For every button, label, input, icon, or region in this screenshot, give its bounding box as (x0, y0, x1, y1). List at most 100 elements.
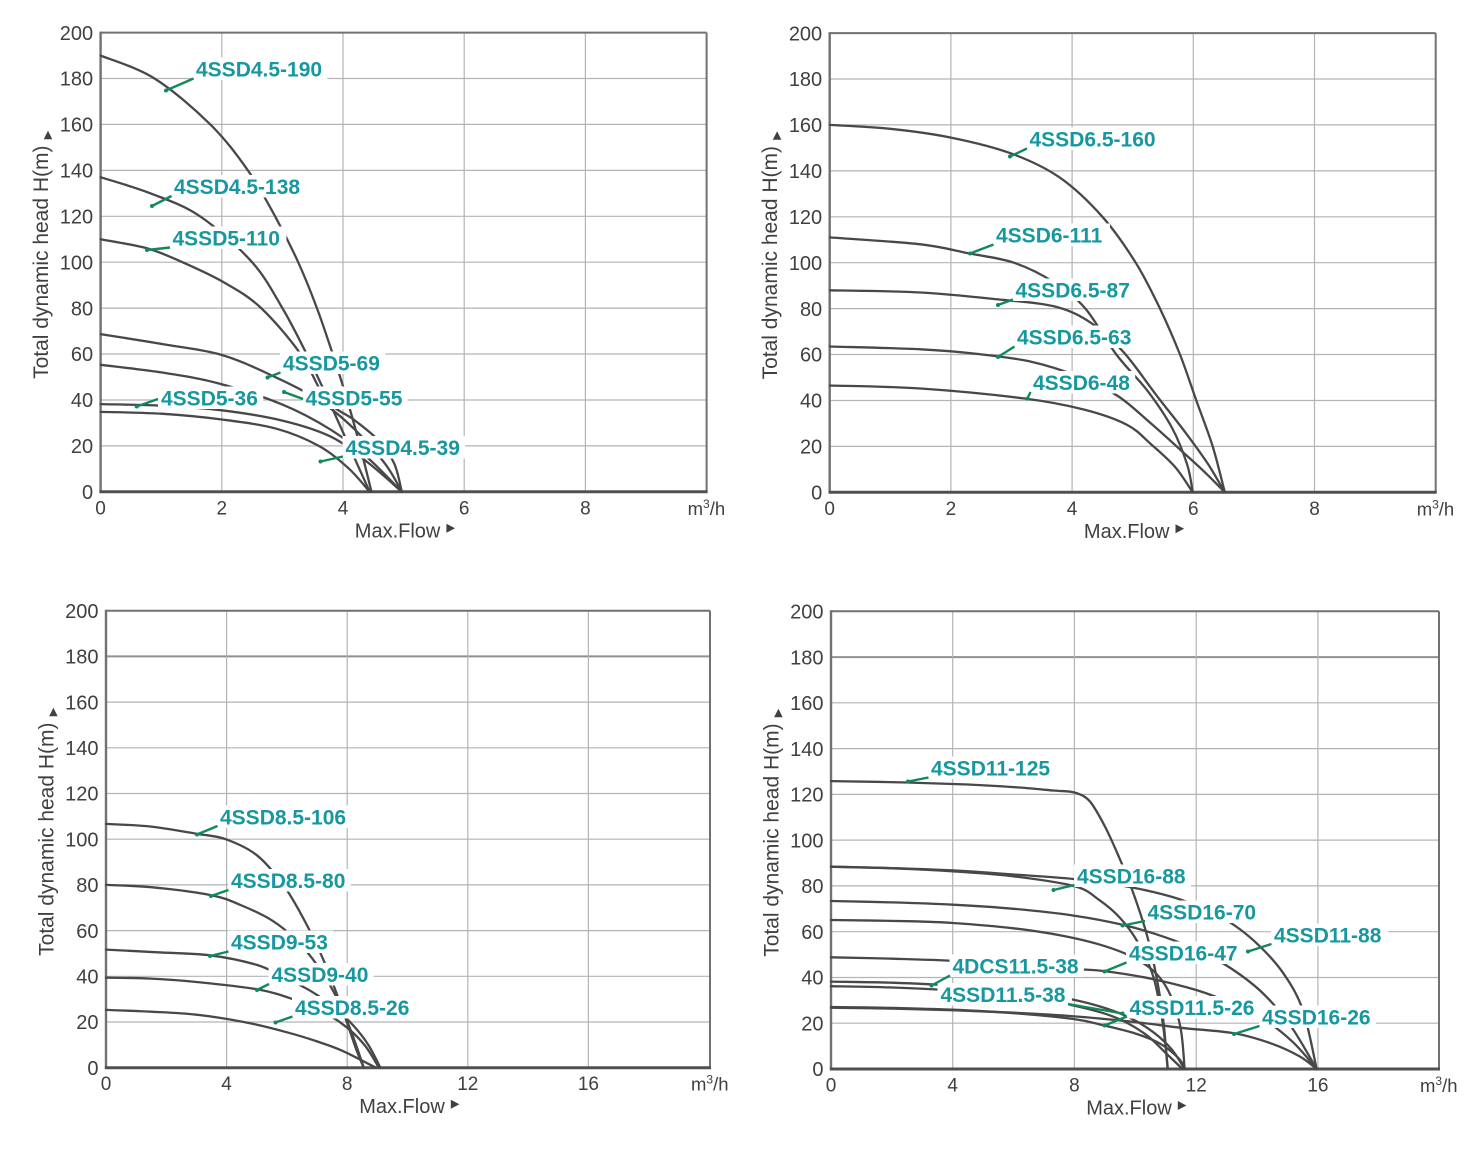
svg-text:180: 180 (60, 69, 93, 91)
svg-text:0: 0 (95, 498, 106, 519)
svg-text:Total dynamic head H(m): Total dynamic head H(m) (759, 146, 782, 379)
svg-text:Total dynamic head H(m): Total dynamic head H(m) (30, 145, 53, 378)
svg-text:m3/h: m3/h (688, 497, 726, 519)
svg-text:60: 60 (71, 344, 93, 366)
svg-text:200: 200 (790, 602, 823, 624)
svg-text:100: 100 (790, 830, 823, 852)
svg-text:4SSD16-47: 4SSD16-47 (1129, 943, 1238, 966)
svg-text:4SSD4.5-190: 4SSD4.5-190 (196, 59, 322, 82)
svg-text:0: 0 (826, 1076, 837, 1097)
svg-text:4SSD9-53: 4SSD9-53 (231, 932, 328, 955)
svg-text:200: 200 (60, 23, 93, 45)
svg-text:4DCS11.5-38: 4DCS11.5-38 (953, 956, 1079, 979)
svg-text:8: 8 (1069, 1076, 1080, 1097)
svg-text:40: 40 (800, 391, 822, 413)
svg-text:16: 16 (1307, 1076, 1328, 1097)
svg-text:80: 80 (801, 876, 823, 898)
svg-text:4SSD8.5-26: 4SSD8.5-26 (295, 997, 409, 1020)
svg-text:120: 120 (65, 784, 98, 806)
svg-text:6: 6 (1188, 499, 1199, 520)
svg-text:80: 80 (76, 875, 98, 897)
svg-text:6: 6 (459, 498, 470, 519)
svg-text:0: 0 (811, 483, 822, 505)
svg-text:140: 140 (790, 739, 823, 761)
svg-text:120: 120 (60, 207, 93, 229)
svg-text:60: 60 (800, 345, 822, 367)
svg-text:4SSD11-88: 4SSD11-88 (1274, 925, 1382, 948)
svg-text:2: 2 (217, 498, 228, 519)
svg-text:Max.Flow: Max.Flow (359, 1096, 445, 1118)
svg-text:Total dynamic head H(m): Total dynamic head H(m) (760, 723, 783, 956)
svg-text:4SSD6.5-160: 4SSD6.5-160 (1030, 129, 1156, 152)
svg-text:Max.Flow: Max.Flow (1084, 521, 1170, 543)
svg-text:2: 2 (946, 499, 957, 520)
svg-text:160: 160 (790, 693, 823, 715)
svg-text:4SSD5-110: 4SSD5-110 (173, 228, 280, 251)
svg-text:140: 140 (65, 738, 98, 760)
svg-text:4SSD11.5-26: 4SSD11.5-26 (1130, 997, 1255, 1020)
svg-text:Total dynamic head H(m): Total dynamic head H(m) (35, 722, 58, 955)
svg-text:12: 12 (1186, 1076, 1207, 1097)
svg-text:140: 140 (60, 161, 93, 183)
svg-text:4SSD6-111: 4SSD6-111 (996, 225, 1103, 248)
svg-text:200: 200 (65, 601, 98, 623)
svg-text:m3/h: m3/h (691, 1073, 729, 1095)
svg-text:Max.Flow: Max.Flow (355, 520, 441, 542)
svg-text:4SSD5-36: 4SSD5-36 (161, 388, 258, 411)
svg-text:40: 40 (71, 390, 93, 412)
svg-text:4SSD16-88: 4SSD16-88 (1077, 866, 1186, 889)
svg-text:20: 20 (71, 436, 93, 458)
svg-text:20: 20 (800, 437, 822, 459)
svg-text:0: 0 (82, 482, 93, 504)
svg-text:4SSD9-40: 4SSD9-40 (272, 964, 369, 987)
svg-text:4SSD11.5-38: 4SSD11.5-38 (941, 984, 1066, 1007)
svg-text:4SSD6-48: 4SSD6-48 (1033, 372, 1130, 395)
svg-text:4SSD4.5-39: 4SSD4.5-39 (346, 437, 460, 460)
svg-text:160: 160 (60, 115, 93, 137)
svg-text:20: 20 (801, 1013, 823, 1035)
svg-text:100: 100 (789, 253, 822, 275)
svg-text:4SSD5-69: 4SSD5-69 (283, 353, 380, 376)
svg-text:4SSD6.5-87: 4SSD6.5-87 (1016, 280, 1130, 303)
svg-text:180: 180 (789, 69, 822, 91)
svg-text:20: 20 (76, 1012, 98, 1034)
svg-text:8: 8 (1309, 499, 1320, 520)
svg-text:0: 0 (101, 1074, 112, 1095)
svg-text:80: 80 (71, 298, 93, 320)
svg-text:120: 120 (790, 785, 823, 807)
svg-text:60: 60 (76, 921, 98, 943)
svg-text:Max.Flow: Max.Flow (1086, 1098, 1172, 1120)
svg-text:4: 4 (1067, 499, 1078, 520)
svg-text:4SSD11-125: 4SSD11-125 (931, 758, 1050, 781)
svg-text:160: 160 (789, 115, 822, 137)
svg-text:40: 40 (801, 968, 823, 990)
svg-text:180: 180 (790, 647, 823, 669)
svg-text:60: 60 (801, 922, 823, 944)
svg-text:4SSD16-26: 4SSD16-26 (1262, 1007, 1371, 1030)
svg-text:8: 8 (580, 498, 591, 519)
svg-text:80: 80 (800, 299, 822, 321)
svg-text:4SSD8.5-106: 4SSD8.5-106 (220, 807, 346, 830)
svg-text:m3/h: m3/h (1420, 1074, 1458, 1096)
svg-text:100: 100 (60, 252, 93, 274)
svg-text:4SSD8.5-80: 4SSD8.5-80 (231, 870, 345, 893)
svg-text:200: 200 (789, 23, 822, 45)
svg-text:160: 160 (65, 692, 98, 714)
svg-text:8: 8 (342, 1074, 353, 1095)
svg-text:0: 0 (87, 1058, 98, 1080)
svg-text:4SSD5-55: 4SSD5-55 (306, 388, 403, 411)
svg-text:40: 40 (76, 967, 98, 989)
svg-text:4SSD16-70: 4SSD16-70 (1148, 902, 1257, 925)
svg-text:4: 4 (221, 1074, 232, 1095)
svg-text:4: 4 (338, 498, 349, 519)
svg-text:m3/h: m3/h (1417, 497, 1455, 519)
svg-text:0: 0 (824, 499, 835, 520)
svg-text:100: 100 (65, 829, 98, 851)
svg-text:140: 140 (789, 161, 822, 183)
svg-text:4: 4 (947, 1076, 958, 1097)
svg-text:180: 180 (65, 647, 98, 669)
svg-text:16: 16 (578, 1074, 599, 1095)
svg-text:4SSD6.5-63: 4SSD6.5-63 (1017, 327, 1131, 350)
svg-text:0: 0 (812, 1059, 823, 1081)
svg-text:12: 12 (457, 1074, 478, 1095)
